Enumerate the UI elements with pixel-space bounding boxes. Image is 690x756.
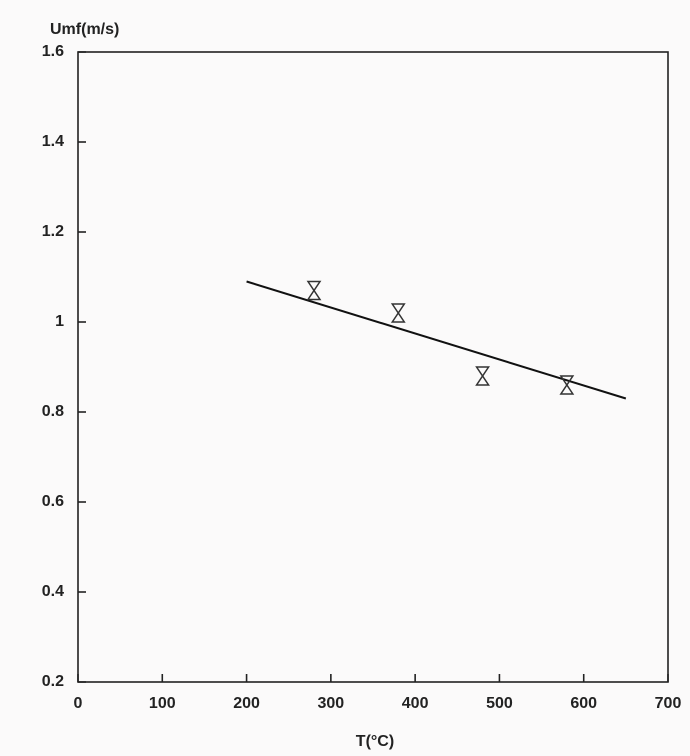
x-axis-label: T(°C)	[356, 733, 394, 750]
chart: Umf(m/s) T(°C) 0.2 0.4 0.6 0.8 1 1.2 1.4 1.6 0 10…	[0, 0, 690, 756]
x-tick-label: 200	[233, 695, 260, 712]
y-axis-label: Umf(m/s)	[50, 21, 119, 38]
error-marker	[477, 367, 489, 385]
x-tick-label: 600	[570, 695, 597, 712]
y-tick-label: 0.6	[42, 493, 64, 510]
y-tick-label: 1.4	[42, 133, 64, 150]
y-tick-label: 0.4	[42, 583, 64, 600]
y-tick-label: 0.8	[42, 403, 64, 420]
y-tick-label: 0.2	[42, 673, 64, 690]
y-tick-label: 1.6	[42, 43, 64, 60]
x-tick-label: 100	[149, 695, 176, 712]
x-tick-label: 500	[486, 695, 513, 712]
error-marker	[392, 304, 404, 322]
y-tick-label: 1	[55, 313, 64, 330]
x-tick-label: 400	[402, 695, 429, 712]
x-tick-label: 0	[74, 695, 83, 712]
x-tick-label: 300	[318, 695, 345, 712]
page: {"chart_data": {"type": "scatter", "x_la…	[0, 0, 690, 756]
error-marker	[561, 376, 573, 394]
plot-frame	[78, 52, 668, 682]
error-marker	[308, 282, 320, 300]
y-tick-label: 1.2	[42, 223, 64, 240]
x-tick-label: 700	[655, 695, 682, 712]
